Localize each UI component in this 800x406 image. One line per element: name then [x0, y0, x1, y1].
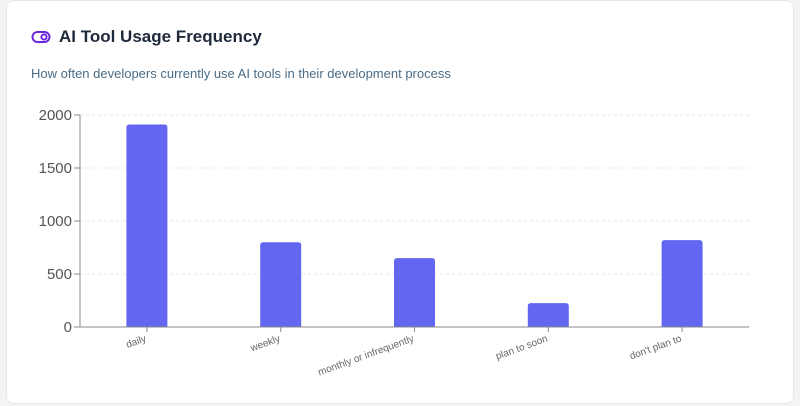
y-tick-label: 500	[47, 266, 72, 283]
x-tick-label: monthly or infrequently	[317, 333, 416, 378]
x-tick-label: don't plan to	[628, 333, 683, 362]
y-tick-label: 2000	[39, 107, 72, 124]
y-tick-labels: 0 500 1000 1500 2000	[39, 107, 72, 336]
x-tick-label: plan to soon	[494, 333, 549, 362]
bar-daily[interactable]	[126, 124, 168, 327]
axes	[74, 114, 749, 332]
y-tick-label: 0	[64, 319, 72, 336]
x-tick-labels: daily weekly monthly or infrequently plan t…	[125, 333, 684, 378]
chart-subtitle: How often developers currently use AI to…	[31, 66, 451, 81]
bar-don-t-plan-to[interactable]	[661, 240, 703, 327]
x-tick-label: weekly	[248, 333, 281, 354]
y-tick-label: 1500	[39, 160, 72, 177]
x-tick-label: daily	[125, 333, 148, 350]
grid-lines	[80, 114, 749, 275]
bar-plan-to-soon[interactable]	[527, 303, 569, 327]
bars	[126, 124, 703, 327]
toggle-icon	[31, 27, 51, 47]
card-header: AI Tool Usage Frequency	[31, 27, 262, 47]
bar-weekly[interactable]	[260, 242, 302, 327]
chart-title: AI Tool Usage Frequency	[59, 27, 262, 46]
y-tick-label: 1000	[39, 213, 72, 230]
bar-monthly-or-infrequently[interactable]	[394, 258, 435, 327]
